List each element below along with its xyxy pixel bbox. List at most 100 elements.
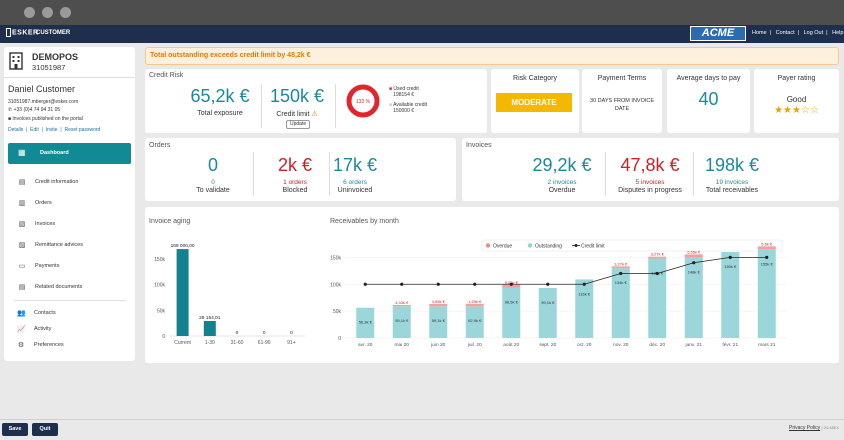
uninvoiced-count[interactable]: 6 orders <box>343 179 367 186</box>
menu-dashboard[interactable]: ▦ Dashboard <box>8 143 131 164</box>
y-tick-label: 50k <box>157 308 166 314</box>
orders-card: Orders 0 0 To validate 2k € 1 orders Blo… <box>145 138 456 201</box>
x-tick-label: 31-60 <box>231 340 244 346</box>
y-tick-label: 0 <box>338 336 341 342</box>
details-link[interactable]: Details <box>8 127 24 133</box>
quit-button[interactable]: Quit <box>32 423 58 436</box>
update-credit-button[interactable]: Update <box>286 120 311 129</box>
outstanding-bar[interactable] <box>356 307 375 338</box>
credit-limit-point[interactable] <box>363 282 367 286</box>
reset-password-link[interactable]: Reset password <box>64 127 101 133</box>
credit-limit-point[interactable] <box>436 282 440 286</box>
outstanding-bar[interactable] <box>392 306 411 338</box>
outstanding-label: 155k € <box>761 261 774 266</box>
outstanding-bar[interactable] <box>502 287 521 338</box>
aging-bar[interactable] <box>176 249 189 336</box>
overdue-bar[interactable] <box>611 266 630 269</box>
overdue-bar[interactable] <box>429 303 448 307</box>
menu-related-documents[interactable]: ▤ Related documents <box>18 284 83 291</box>
legend-swatch <box>485 243 491 248</box>
window-dot-close[interactable] <box>24 7 35 18</box>
invoices-card: Invoices 29,2k € 2 invoices Overdue 47,8… <box>462 138 839 201</box>
edit-link[interactable]: Edit <box>30 127 39 133</box>
truck-icon: ■ <box>8 116 13 122</box>
credit-limit-point[interactable] <box>655 271 659 276</box>
credit-limit-point[interactable] <box>728 255 732 259</box>
total-exposure-value: 65,2k € <box>190 86 250 106</box>
overdue-label: Overdue <box>548 187 576 194</box>
invite-link[interactable]: Invite <box>45 127 58 133</box>
credit-limit-point[interactable] <box>546 282 550 286</box>
blocked-label: Blocked <box>282 187 308 194</box>
overdue-bar[interactable] <box>684 254 703 258</box>
contact-actions: Details | Edit | Invite | Reset password <box>8 127 101 133</box>
outstanding-bar[interactable] <box>721 252 740 338</box>
star-empty-icon: ☆ <box>809 105 819 116</box>
credit-limit-point[interactable] <box>765 255 769 259</box>
credit-limit-point[interactable] <box>473 282 477 286</box>
y-tick-label: 50k <box>333 309 342 315</box>
aging-bar[interactable] <box>203 321 216 336</box>
total-receivables-count[interactable]: 19 invoices <box>715 179 749 186</box>
x-tick-label: juil. 20 <box>467 342 482 348</box>
overdue-count[interactable]: 2 invoices <box>547 179 577 186</box>
menu-invoices[interactable]: ▧ Invoices <box>18 221 56 228</box>
overdue-label: 1,59k € <box>468 299 482 304</box>
credit-limit-point[interactable] <box>400 282 404 286</box>
overdue-bar[interactable] <box>757 246 776 250</box>
disputes-count[interactable]: 5 invoices <box>635 179 665 186</box>
credit-limit-point[interactable] <box>582 282 586 286</box>
nav-link-help[interactable]: Help <box>832 30 844 36</box>
outstanding-label: 155k € <box>724 264 737 269</box>
outstanding-bar[interactable] <box>684 257 703 338</box>
blocked-value: 2k € <box>277 155 313 175</box>
privacy-policy-link[interactable]: Privacy Policy <box>789 425 821 431</box>
risk-badge: MODERATE <box>496 93 572 112</box>
credit-limit-point[interactable] <box>692 261 696 265</box>
credit-limit-point[interactable] <box>509 282 513 286</box>
save-button[interactable]: Save <box>2 423 28 436</box>
to-validate-value: 0 <box>207 155 218 175</box>
menu-activity[interactable]: 📈 Activity <box>17 326 52 333</box>
average-days-card: Average days to pay 40 <box>667 69 750 133</box>
overdue-label: 5,5k € <box>761 241 773 246</box>
nav-link-contact[interactable]: Contact <box>775 30 795 36</box>
menu-remittance-advices[interactable]: ▨ Remittance advices <box>18 242 83 249</box>
window-dot-minimize[interactable] <box>42 7 53 18</box>
payment-terms-value: 30 DAYS FROM INVOICE DATE <box>589 98 655 112</box>
menu-credit-information[interactable]: ▤ Credit information <box>18 179 79 186</box>
overdue-bar[interactable] <box>502 284 521 288</box>
nav-link-home[interactable]: Home <box>752 30 767 36</box>
outstanding-bar[interactable] <box>465 306 484 338</box>
menu-preferences[interactable]: ⚙ Preferences <box>17 342 64 349</box>
y-tick-label: 100k <box>330 282 341 288</box>
y-tick-label: 0 <box>162 334 165 340</box>
menu-contacts[interactable]: 👥 Contacts <box>17 310 56 317</box>
available-dot-icon: ■ <box>389 102 393 108</box>
menu-payments[interactable]: ▭ Payments <box>18 263 60 270</box>
outstanding-bar[interactable] <box>648 258 667 338</box>
to-validate-count[interactable]: 0 <box>211 179 215 186</box>
overdue-bar[interactable] <box>648 256 667 259</box>
nav-link-logout[interactable]: Log Out <box>803 30 824 36</box>
outstanding-bar[interactable] <box>575 279 594 338</box>
outstanding-bar[interactable] <box>611 268 630 338</box>
menu-orders[interactable]: ▥ Orders <box>18 200 52 207</box>
dashboard-icon: ▦ <box>18 148 26 157</box>
card-title: Invoices <box>466 142 492 149</box>
outstanding-bar[interactable] <box>429 306 448 338</box>
outstanding-bar[interactable] <box>757 249 776 338</box>
credit-risk-card: Credit Risk 65,2k € Total exposure 150k … <box>145 69 487 133</box>
overdue-bar[interactable] <box>465 303 484 307</box>
outstanding-bar[interactable] <box>538 288 557 338</box>
credit-limit-point[interactable] <box>619 271 623 276</box>
x-tick-label: avr. 20 <box>358 342 373 348</box>
overdue-bar[interactable] <box>392 304 411 307</box>
window-dot-maximize[interactable] <box>60 7 71 18</box>
legend-label: Credit limit <box>581 244 605 250</box>
window-titlebar <box>0 0 844 25</box>
blocked-count[interactable]: 1 orders <box>283 179 307 186</box>
overdue-label: 3,27k € <box>651 252 665 257</box>
outstanding-label: 96,5k € <box>505 299 519 304</box>
star-filled-icon: ★ <box>792 105 801 116</box>
